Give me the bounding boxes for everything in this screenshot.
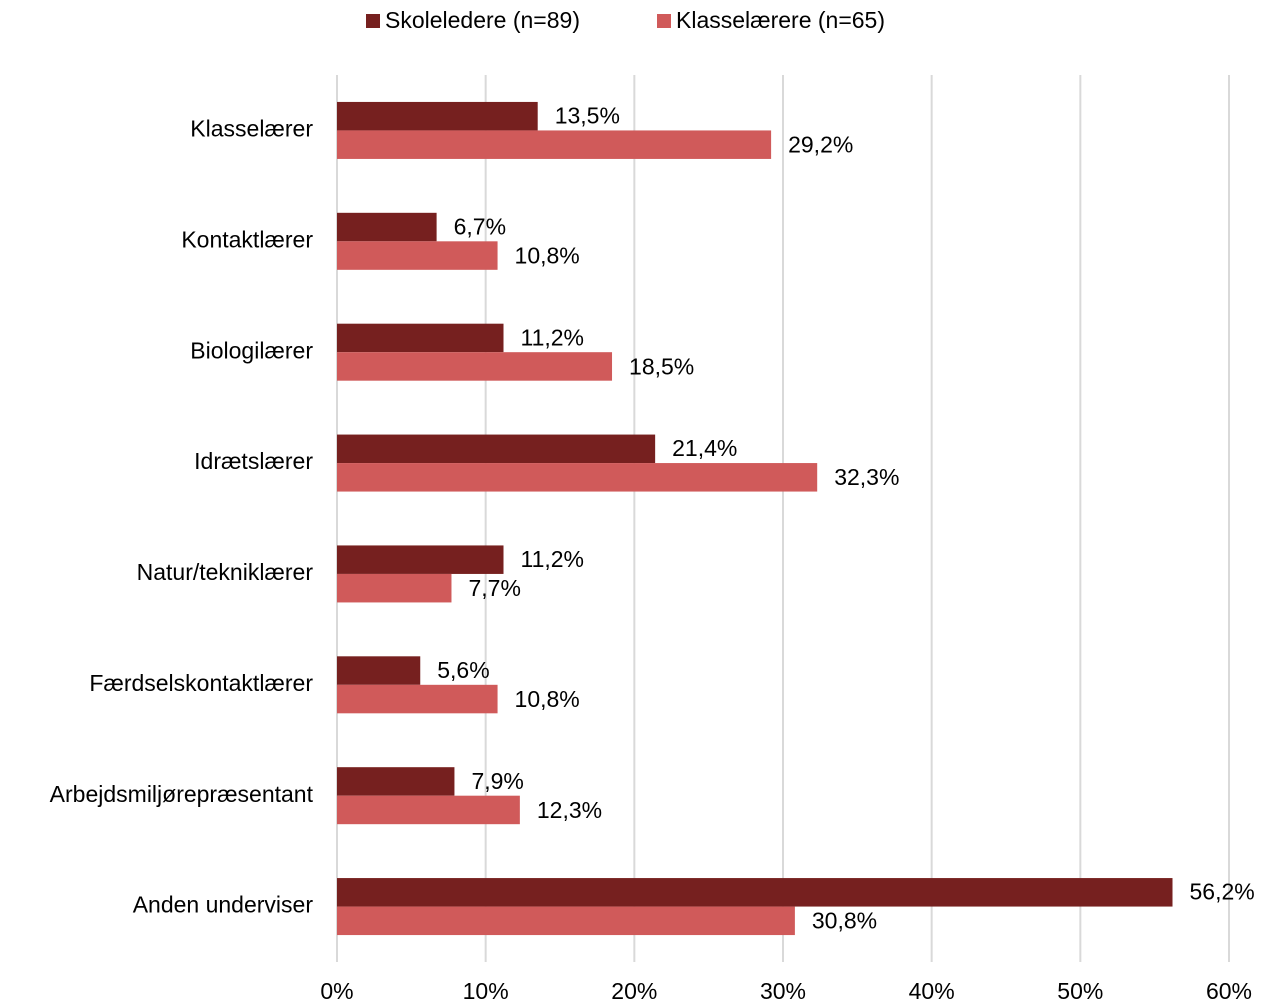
y-tick-label: Arbejdsmiljørepræsentant <box>50 781 314 807</box>
legend-label: Skoleledere (n=89) <box>385 7 580 33</box>
value-label: 56,2% <box>1190 879 1255 905</box>
y-tick-label: Klasselærer <box>190 116 313 142</box>
bar <box>337 767 455 796</box>
y-tick-label: Anden underviser <box>133 892 314 918</box>
value-label: 21,4% <box>672 435 737 461</box>
bar <box>337 684 498 714</box>
x-tick-label: 0% <box>320 978 353 1004</box>
value-label: 13,5% <box>555 103 620 129</box>
value-label: 18,5% <box>629 353 694 379</box>
x-tick-label: 20% <box>611 978 657 1004</box>
legend-swatch <box>657 14 671 28</box>
value-label: 10,8% <box>515 686 580 712</box>
bar <box>337 434 656 464</box>
legend-swatch <box>366 14 380 28</box>
y-tick-label: Biologilærer <box>190 337 313 363</box>
y-tick-label: Færdselskontaktlærer <box>89 670 313 696</box>
x-tick-label: 60% <box>1206 978 1252 1004</box>
value-label: 30,8% <box>812 908 877 934</box>
bar <box>337 573 452 603</box>
bar <box>337 906 795 936</box>
value-label: 11,2% <box>521 546 585 572</box>
value-label: 12,3% <box>537 797 602 823</box>
bar <box>337 323 504 353</box>
bar <box>337 545 504 574</box>
value-label: 10,8% <box>515 242 580 268</box>
x-tick-label: 30% <box>760 978 806 1004</box>
bar <box>337 212 437 242</box>
value-label: 32,3% <box>834 464 899 490</box>
value-label: 7,7% <box>468 575 520 601</box>
x-tick-label: 40% <box>909 978 955 1004</box>
bar <box>337 352 613 381</box>
value-label: 5,6% <box>437 657 489 683</box>
bar <box>337 130 772 159</box>
bar <box>337 101 538 131</box>
x-tick-label: 50% <box>1057 978 1103 1004</box>
y-tick-label: Natur/tekniklærer <box>137 559 314 585</box>
bar <box>337 795 520 825</box>
bar <box>337 656 421 685</box>
value-label: 11,2% <box>521 324 585 350</box>
value-label: 29,2% <box>788 132 853 158</box>
x-tick-label: 10% <box>463 978 509 1004</box>
bar <box>337 463 818 492</box>
y-tick-label: Kontaktlærer <box>181 226 313 252</box>
legend-label: Klasselærere (n=65) <box>676 7 885 33</box>
bar <box>337 878 1173 907</box>
value-label: 7,9% <box>471 768 523 794</box>
bar <box>337 241 498 270</box>
value-label: 6,7% <box>454 213 506 239</box>
y-tick-label: Idrætslærer <box>194 448 313 474</box>
